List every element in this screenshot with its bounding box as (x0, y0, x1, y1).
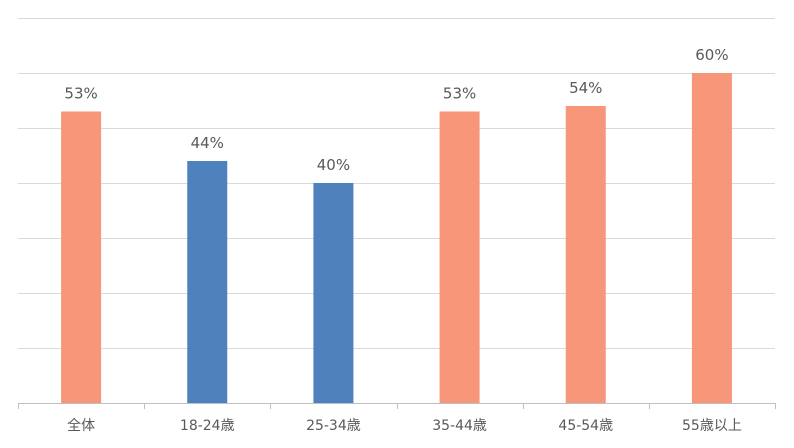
x-axis: 全体 18-24歳 25-34歳 35-44歳 45-54歳 55歳以上 (18, 403, 776, 434)
x-tick-label-0: 全体 (67, 417, 95, 434)
bar-3 (439, 111, 480, 403)
data-label-0: 53% (64, 85, 97, 103)
x-tick-label-5: 55歳以上 (682, 418, 742, 434)
bars (61, 73, 732, 403)
data-label-4: 54% (569, 79, 602, 97)
data-label-3: 53% (443, 85, 476, 103)
x-tick-label-2: 25-34歳 (306, 418, 361, 434)
data-label-1: 44% (191, 134, 224, 152)
data-label-5: 60% (695, 46, 728, 64)
gridlines (18, 18, 775, 349)
bar-5 (691, 73, 732, 403)
x-tick-label-3: 35-44歳 (432, 418, 487, 434)
x-tick-label-1: 18-24歳 (180, 418, 235, 434)
bar-4 (565, 106, 606, 403)
bar-2 (313, 183, 354, 403)
bar-1 (187, 161, 228, 403)
x-tick-label-4: 45-54歳 (558, 418, 613, 434)
data-labels: 53% 44% 40% 53% 54% 60% (64, 46, 728, 174)
data-label-2: 40% (317, 156, 350, 174)
bar-0 (61, 111, 102, 403)
